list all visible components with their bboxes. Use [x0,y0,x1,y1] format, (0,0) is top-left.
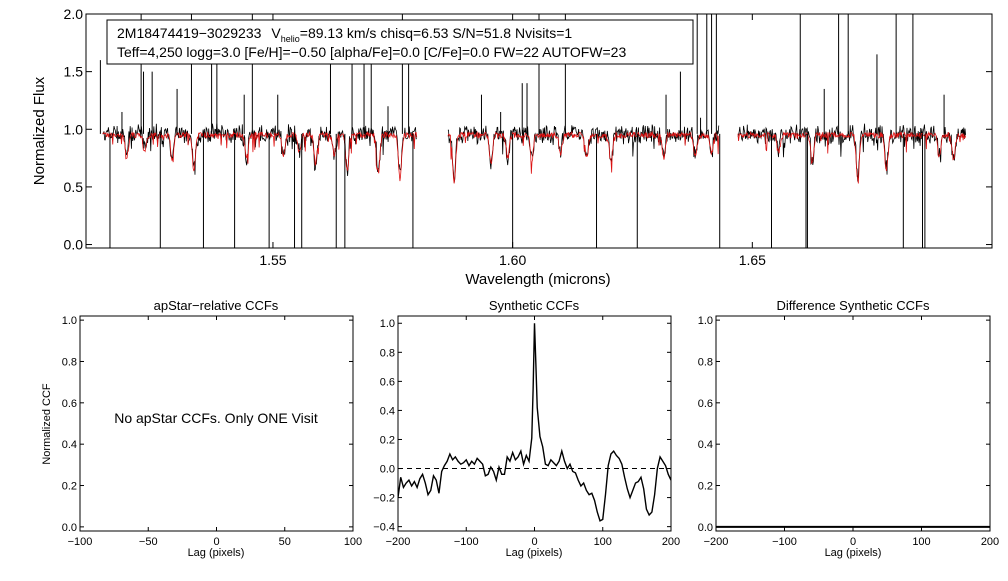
apstar-ccf-xtick-label: −50 [139,536,158,548]
spectrum-info-box: 2M18474419−3029233 Vhelio=89.13 km/s chis… [106,19,694,65]
apstar-ccf-ytick-label: 0.4 [62,439,77,451]
spectrum-ytick-label: 1.0 [64,121,84,137]
observed-spectrum-line [737,123,967,182]
spectrum-ytick-label: 2.0 [64,6,84,22]
apstar-ccf-xtick-label: 100 [344,536,362,548]
difference-ccf-ytick-label: 0.8 [698,356,713,368]
synthetic-ccf-ytick-label: −0.4 [373,522,395,534]
apstar-y-axis-label: Normalized CCF [41,383,53,465]
difference-ccf-xtick-label: 0 [850,536,856,548]
spectrum-xtick-label: 1.55 [259,252,286,268]
model-spectrum-line [737,130,967,184]
apstar-ccf-xtick-label: −100 [68,536,93,548]
synthetic-ccf-ytick-label: 0.6 [380,376,395,388]
synthetic-ccf-ytick-label: 0.0 [380,463,395,475]
spectrum-ytick-label: 0.5 [64,179,84,195]
spectrum-ytick-label: 1.5 [64,64,84,80]
apstar-ccf-panel: −100 −50 0 50 100 0.0 0.2 0.4 0.6 0.8 1.0 apStar−r… [41,298,362,559]
spectrum-panel: 1.55 1.60 1.65 0.0 0.5 1.0 1.5 2.0 Wavelength (… [31,6,993,288]
difference-ccf-ytick-label: 0.0 [698,522,713,534]
apstar-no-data-note: No apStar CCFs. Only ONE Visit [114,410,318,426]
synthetic-ccf-ytick-label: −0.2 [373,493,395,505]
spectrum-marks [99,14,967,248]
model-spectrum-line [447,130,720,184]
synthetic-ccf-xtick-label: −200 [386,536,411,548]
synthetic-ccf-ytick-label: 0.4 [380,405,395,417]
synthetic-x-axis-label: Lag (pixels) [506,547,563,559]
difference-ccf-xtick-label: 100 [912,536,930,548]
difference-ccf-ytick-label: 0.6 [698,398,713,410]
apstar-ccf-ytick-label: 0.8 [62,356,77,368]
synthetic-ticks: −200 −100 0 100 200 −0.4 −0.2 0.0 0.2 0.4 0.6 0.8 1.… [373,316,680,548]
apstar-ccf-xtick-label: 0 [213,536,219,548]
info-box-frame [106,19,694,65]
apstar-ccf-ytick-label: 0.0 [62,522,77,534]
synthetic-ccf-panel: −200 −100 0 100 200 −0.4 −0.2 0.0 0.2 0.4 0.6 0.8 1.… [373,298,680,559]
difference-ccf-xtick-label: 200 [981,536,999,548]
spectrum-ticks: 1.55 1.60 1.65 0.0 0.5 1.0 1.5 2.0 [64,6,992,268]
spectrum-xtick-label: 1.60 [499,252,526,268]
synthetic-marks [398,323,671,522]
apstar-ccf-ytick-label: 0.2 [62,480,77,492]
synthetic-ccf-ytick-label: 1.0 [380,318,395,330]
synthetic-ccf-ytick-label: 0.8 [380,347,395,359]
spectrum-ytick-label: 0.0 [64,237,84,253]
apstar-x-axis-label: Lag (pixels) [188,547,245,559]
difference-ccf-ytick-label: 0.4 [698,439,713,451]
difference-ccf-ytick-label: 1.0 [698,315,713,327]
difference-ccf-panel: −200 −100 0 100 200 0.0 0.2 0.4 0.6 0.8 1.0 Differ… [698,298,999,559]
model-spectrum-line [102,130,418,182]
difference-ccf-ytick-label: 0.2 [698,480,713,492]
info-box-line-2: Teff=4,250 logg=3.0 [Fe/H]=−0.50 [alpha/… [117,44,626,60]
synthetic-ccf-xtick-label: 100 [594,536,612,548]
info-box-line-1: 2M18474419−3029233 Vhelio=89.13 km/s chis… [117,25,572,44]
apstar-title: apStar−relative CCFs [154,298,279,313]
apstar-ccf-ytick-label: 0.6 [62,398,77,410]
apstar-ccf-ytick-label: 1.0 [62,315,77,327]
synthetic-ccf-xtick-label: −100 [454,536,479,548]
difference-ccf-xtick-label: −200 [704,536,729,548]
synthetic-ccf-line [398,323,671,522]
apstar-ccf-xtick-label: 50 [279,536,291,548]
difference-x-axis-label: Lag (pixels) [825,547,882,559]
synthetic-ccf-xtick-label: 0 [531,536,537,548]
difference-ticks: −200 −100 0 100 200 0.0 0.2 0.4 0.6 0.8 1.0 [698,315,999,548]
spectrum-y-axis-label: Normalized Flux [31,76,48,185]
synthetic-title: Synthetic CCFs [489,298,580,313]
synthetic-ccf-xtick-label: 200 [662,536,680,548]
spectrum-xtick-label: 1.65 [739,252,766,268]
apstar-ticks: −100 −50 0 50 100 0.0 0.2 0.4 0.6 0.8 1.0 [62,315,362,548]
difference-ccf-xtick-label: −100 [772,536,797,548]
synthetic-ccf-ytick-label: 0.2 [380,434,395,446]
difference-title: Difference Synthetic CCFs [777,298,930,313]
spectrum-x-axis-label: Wavelength (microns) [465,271,610,288]
